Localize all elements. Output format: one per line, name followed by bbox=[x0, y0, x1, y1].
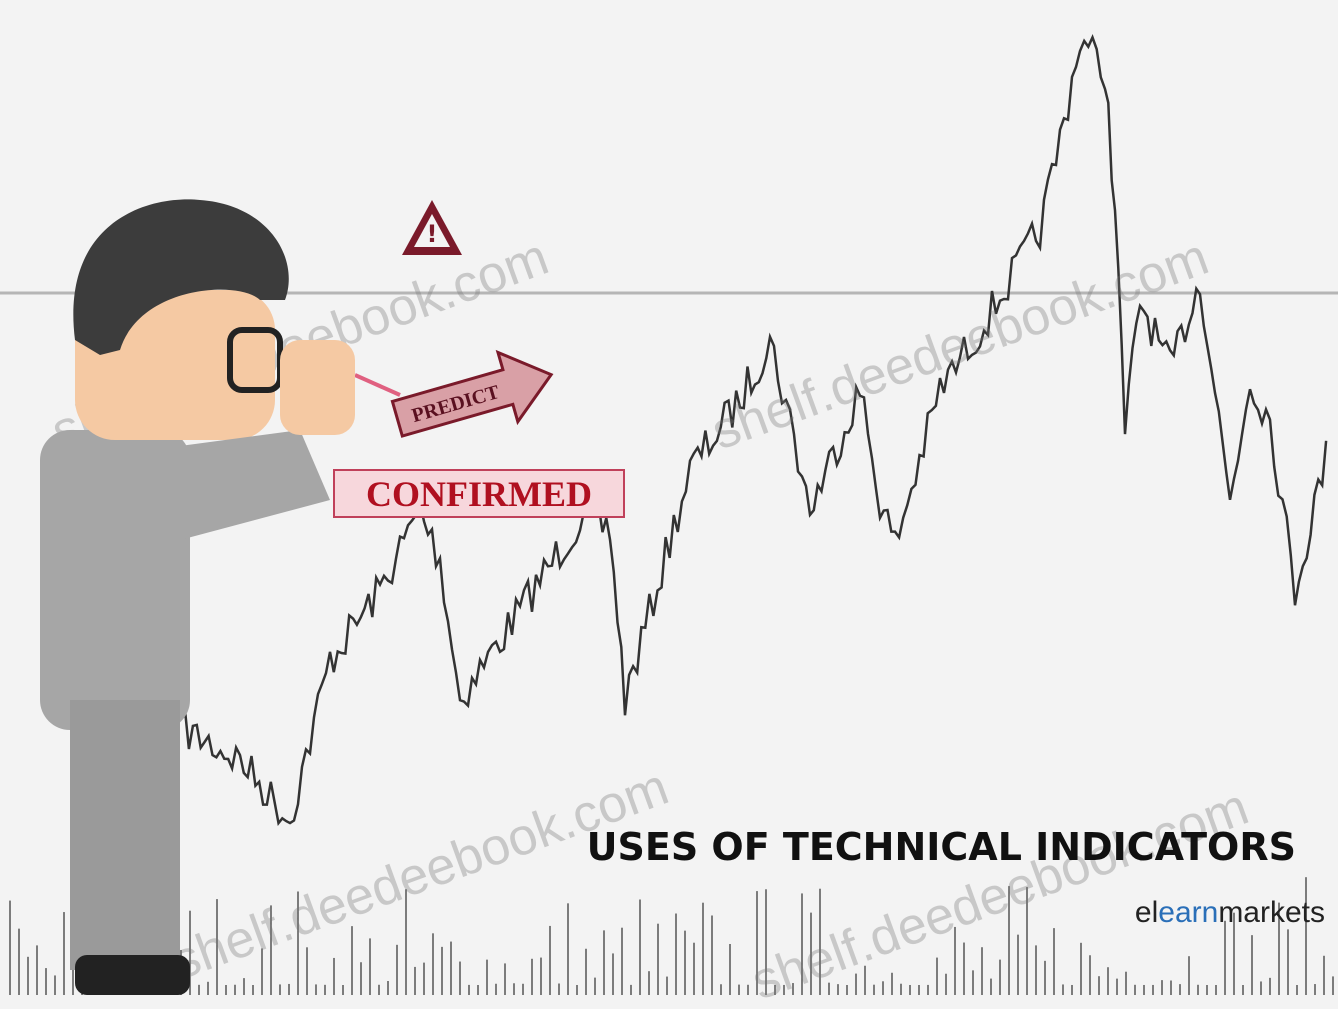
confirmed-box bbox=[333, 469, 625, 518]
logo: elearnmarkets bbox=[1135, 896, 1325, 929]
man-figure bbox=[40, 199, 355, 995]
hair bbox=[73, 199, 289, 355]
arrow-shape bbox=[390, 349, 554, 438]
logo-part: el bbox=[1135, 896, 1158, 929]
arm bbox=[150, 430, 330, 540]
confirmed-label: CONFIRMED bbox=[366, 474, 592, 514]
suit-legs bbox=[70, 700, 180, 970]
shoes bbox=[75, 955, 190, 995]
warning-icon-inner bbox=[414, 214, 450, 247]
suit-body bbox=[40, 430, 190, 730]
price-line bbox=[183, 34, 1328, 827]
logo-part: markets bbox=[1218, 896, 1325, 929]
logo-part: earn bbox=[1158, 896, 1218, 929]
gaze-line bbox=[354, 373, 401, 397]
warning-mark: ! bbox=[427, 220, 438, 248]
title: USES OF TECHNICAL INDICATORS bbox=[587, 825, 1296, 869]
hand bbox=[280, 340, 355, 435]
